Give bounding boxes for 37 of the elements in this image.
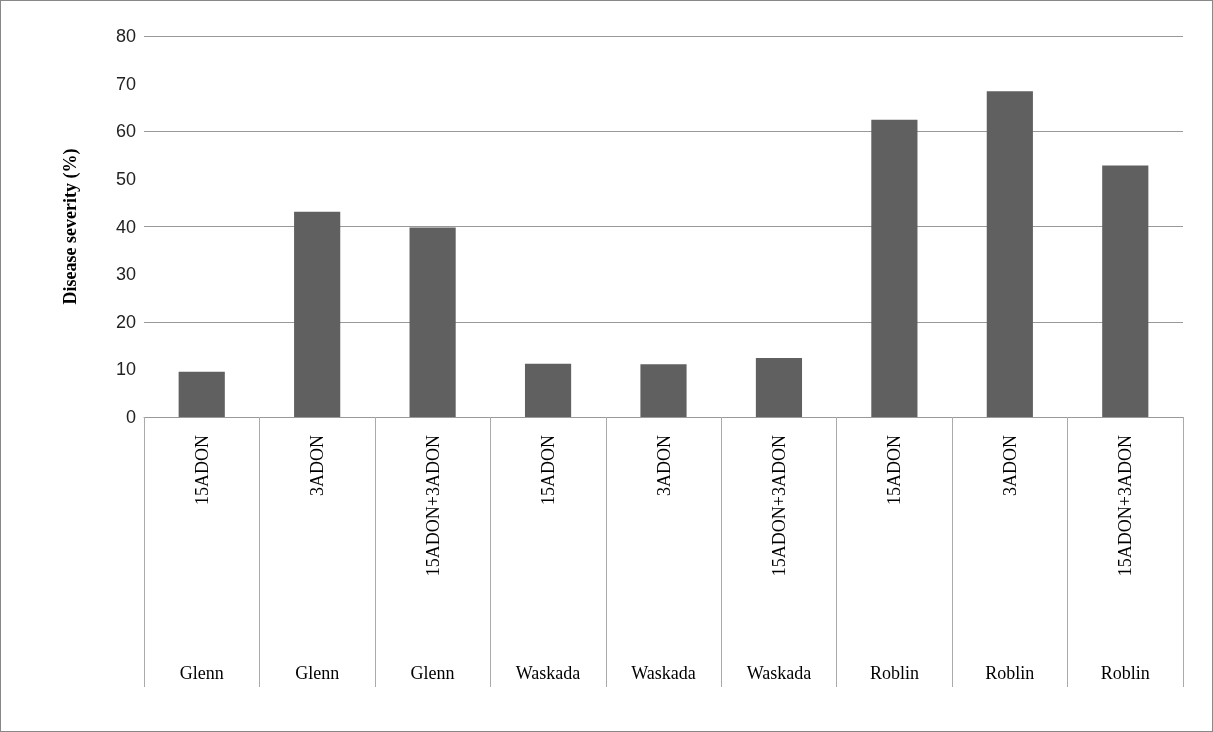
x-tick-label: 15ADON+3ADON (422, 435, 443, 577)
text: Waskada (515, 663, 581, 683)
text: Glenn (295, 663, 340, 683)
y-tick-label: 60 (115, 121, 136, 142)
y-tick-label: 50 (115, 168, 136, 189)
y-tick-label: 30 (115, 264, 136, 285)
x-tick-label: 3ADON (999, 435, 1020, 496)
text: Roblin (985, 663, 1035, 683)
bar (178, 371, 225, 417)
x-tick-label: 15ADON+3ADON (1115, 435, 1136, 577)
x-tick-label: 15ADON (538, 435, 559, 505)
bar (871, 119, 918, 417)
text: Roblin (1100, 663, 1150, 683)
y-tick-label: 40 (115, 216, 136, 237)
y-tick-label: 80 (115, 26, 136, 46)
bar (409, 227, 456, 417)
bar (524, 363, 572, 417)
y-tick-label: 0 (125, 407, 136, 427)
y-axis-title: Disease severity (%) (60, 148, 81, 305)
bar (294, 211, 341, 417)
text: Waskada (746, 663, 812, 683)
y-tick-label: 70 (115, 73, 136, 94)
x-tick-label: 3ADON (307, 435, 328, 496)
text: Waskada (631, 663, 696, 683)
x-tick-label: 15ADON (191, 435, 212, 505)
x-tick-label: 3ADON (653, 435, 674, 496)
text: Glenn (179, 663, 224, 683)
y-tick-label: 20 (115, 311, 136, 332)
x-tick-label: 15ADON+3ADON (768, 435, 789, 577)
bar (1102, 165, 1149, 417)
text: Glenn (410, 663, 455, 683)
x-tick-label: 15ADON (884, 435, 905, 505)
bar (640, 364, 687, 417)
bar (755, 357, 803, 417)
text: Roblin (869, 663, 919, 683)
bar (986, 91, 1033, 417)
y-tick-label: 10 (115, 359, 136, 380)
